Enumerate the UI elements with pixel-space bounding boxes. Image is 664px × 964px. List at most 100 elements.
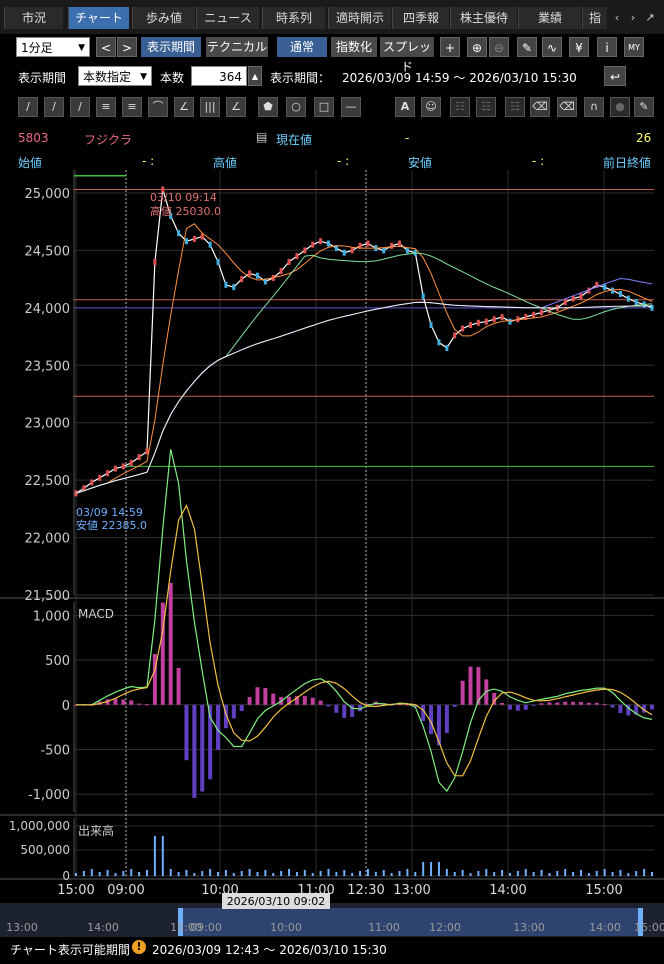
period-button[interactable]: 表示期間 — [141, 37, 201, 57]
yen-icon[interactable]: ¥ — [569, 37, 589, 57]
return-icon[interactable]: ↩ — [604, 66, 626, 86]
expand-icon[interactable]: ↗ — [645, 11, 655, 24]
macd-histogram-bar — [263, 687, 268, 705]
tab-timeseries[interactable]: 時系列 — [262, 7, 325, 29]
zoom-out-icon[interactable]: ⊖ — [489, 37, 509, 57]
macd-histogram-bar — [405, 704, 410, 706]
tab-shikiho[interactable]: 四季報 — [392, 7, 449, 29]
candle — [137, 454, 141, 461]
crosshair-icon[interactable]: + — [440, 37, 460, 57]
high-label: 高値 — [213, 156, 238, 170]
spread-button[interactable]: スプレッド — [380, 37, 434, 74]
eraser-all-tool-icon[interactable]: ⌫ — [557, 97, 577, 117]
candle — [421, 293, 425, 300]
eraser-tool-icon[interactable]: ⌫ — [530, 97, 550, 117]
fan-tool-icon[interactable]: ∠ — [174, 97, 194, 117]
candle — [113, 465, 117, 472]
next-icon[interactable]: > — [117, 37, 137, 57]
macd-histogram-bar — [571, 701, 576, 705]
tab-more[interactable]: 指 — [582, 7, 607, 29]
volume-bar — [161, 836, 164, 876]
volume-bar — [177, 872, 180, 876]
volume-bar — [319, 871, 322, 876]
vertical-lines-tool-icon[interactable]: ||| — [200, 97, 220, 117]
pencil-tool-icon[interactable]: ✎ — [634, 97, 654, 117]
tab-yutai[interactable]: 株主優待 — [450, 7, 517, 29]
macd-histogram-bar — [444, 704, 449, 733]
interval-select[interactable]: 1分足 ▼ — [16, 37, 90, 57]
volume-bar — [366, 869, 369, 876]
macd-histogram-bar — [421, 704, 426, 722]
copy-tool-icon[interactable]: ☷ — [450, 97, 470, 117]
low-value: - : — [532, 154, 545, 168]
candle — [429, 322, 433, 329]
channel-tool-icon[interactable]: ∕ — [70, 97, 90, 117]
volume-bar — [248, 869, 251, 876]
index-button[interactable]: 指数化 — [331, 37, 377, 57]
normal-button[interactable]: 通常 — [277, 37, 327, 57]
candle — [469, 322, 473, 329]
time-tick-label: 15:00 — [57, 883, 94, 898]
arc-tool-icon[interactable]: ⌒ — [148, 97, 168, 117]
volume-bar — [256, 872, 259, 876]
rectangle-tool-icon[interactable]: □ — [314, 97, 334, 117]
parallel-line-tool-icon[interactable]: ∕ — [44, 97, 64, 117]
text-tool-icon[interactable]: A — [395, 97, 415, 117]
tab-ticks[interactable]: 歩み値 — [132, 7, 195, 29]
prev-icon[interactable]: < — [96, 37, 116, 57]
trendline-tool-icon[interactable]: ∕ — [18, 97, 38, 117]
navigator-cursor-label: 2026/03/10 09:02 — [227, 895, 326, 908]
zoom-in-icon[interactable]: ⊕ — [467, 37, 487, 57]
candle — [106, 470, 110, 477]
delete-tool-icon[interactable]: ☷ — [505, 97, 525, 117]
candle — [145, 448, 149, 455]
candle — [492, 316, 496, 323]
volume-bar — [90, 869, 93, 876]
macd-histogram-bar — [350, 704, 355, 717]
my-settings-icon[interactable]: MY — [624, 37, 644, 57]
volume-bar — [493, 872, 496, 876]
draw-pen-icon[interactable]: ✎ — [517, 37, 537, 57]
count-input[interactable]: 364 — [191, 66, 247, 86]
display-period-label: 表示期間 — [18, 71, 67, 85]
high-value: - : — [337, 154, 350, 168]
macd-histogram-bar — [184, 704, 189, 761]
horizontal-lines-tool-icon[interactable]: ≡ — [96, 97, 116, 117]
price-chart[interactable]: 25,000 24,500 24,000 23,500 23,000 22,500 22,0… — [0, 170, 664, 964]
candle — [287, 258, 291, 265]
volume-bar — [603, 869, 606, 876]
tab-news[interactable]: ニュース — [196, 7, 259, 29]
macd-histogram-bar — [318, 700, 323, 705]
gann-tool-icon[interactable]: ∠ — [226, 97, 246, 117]
candle — [326, 240, 330, 247]
magnet-tool-icon[interactable]: ∩ — [584, 97, 604, 117]
volume-bar — [288, 869, 291, 876]
tab-prev-icon[interactable]: ‹ — [614, 11, 620, 24]
tab-earnings[interactable]: 業績 — [518, 7, 581, 29]
fibonacci-tool-icon[interactable]: ≡ — [122, 97, 142, 117]
footer-range: 2026/03/09 12:43 〜 2026/03/10 15:30 — [152, 943, 387, 957]
circle-tool-icon[interactable]: ○ — [286, 97, 306, 117]
icon-tool-icon[interactable]: ☺ — [421, 97, 441, 117]
tab-disclosure[interactable]: 適時開示 — [328, 7, 391, 29]
tab-chart[interactable]: チャート — [68, 7, 129, 29]
volume-bar — [406, 869, 409, 876]
macd-histogram-bar — [468, 666, 473, 705]
candle — [232, 284, 236, 291]
document-icon[interactable]: ▤ — [256, 130, 268, 144]
hline-tool-icon[interactable]: — — [341, 97, 361, 117]
pentagon-tool-icon[interactable]: ⬟ — [258, 97, 278, 117]
technical-button[interactable]: テクニカル — [206, 37, 268, 57]
time-tick-label: 14:00 — [489, 883, 526, 898]
macd-histogram-bar — [365, 703, 370, 705]
count-stepper-icon[interactable]: ▲ — [248, 66, 262, 86]
paste-tool-icon[interactable]: ☷ — [476, 97, 496, 117]
tab-market[interactable]: 市況 — [4, 7, 63, 29]
top-tab-bar: 市況 チャート 歩み値 ニュース 時系列 適時開示 四季報 株主優待 業績 指 … — [0, 0, 664, 34]
tab-next-icon[interactable]: › — [630, 11, 636, 24]
count-mode-select[interactable]: 本数指定 ▼ — [78, 66, 152, 86]
chart-line-icon[interactable]: ∿ — [542, 37, 562, 57]
volume-bar — [564, 869, 567, 876]
info-icon[interactable]: i — [597, 37, 617, 57]
lock-tool-icon[interactable]: ● — [610, 97, 630, 117]
